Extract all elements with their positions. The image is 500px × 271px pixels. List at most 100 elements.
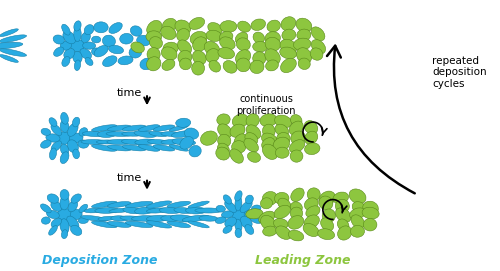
Ellipse shape (120, 33, 133, 44)
Ellipse shape (102, 56, 117, 67)
Ellipse shape (266, 60, 278, 71)
Ellipse shape (148, 140, 169, 144)
Ellipse shape (236, 32, 248, 44)
Ellipse shape (312, 40, 326, 54)
Ellipse shape (296, 48, 312, 63)
Ellipse shape (169, 145, 188, 151)
FancyArrowPatch shape (327, 46, 414, 193)
Ellipse shape (216, 205, 226, 212)
Ellipse shape (189, 17, 204, 30)
Ellipse shape (60, 219, 69, 233)
Ellipse shape (282, 29, 296, 41)
Ellipse shape (290, 188, 304, 202)
Ellipse shape (220, 31, 233, 42)
Ellipse shape (58, 208, 71, 221)
Ellipse shape (260, 198, 272, 209)
Ellipse shape (74, 60, 80, 70)
Ellipse shape (92, 36, 101, 43)
Ellipse shape (235, 196, 242, 211)
Ellipse shape (126, 201, 153, 208)
Ellipse shape (235, 228, 242, 238)
Ellipse shape (258, 211, 275, 224)
Ellipse shape (51, 124, 62, 136)
Text: Leading Zone: Leading Zone (255, 254, 350, 267)
Ellipse shape (235, 219, 242, 232)
Ellipse shape (318, 229, 334, 240)
Ellipse shape (262, 144, 278, 159)
Ellipse shape (122, 145, 146, 151)
Ellipse shape (122, 139, 144, 145)
Ellipse shape (0, 55, 18, 62)
Ellipse shape (265, 49, 280, 64)
Ellipse shape (234, 191, 242, 201)
Ellipse shape (182, 215, 210, 222)
Ellipse shape (186, 207, 206, 214)
Ellipse shape (131, 42, 144, 53)
Ellipse shape (320, 218, 334, 231)
Ellipse shape (40, 140, 51, 148)
Ellipse shape (63, 31, 76, 44)
Ellipse shape (288, 230, 304, 241)
Ellipse shape (280, 47, 296, 59)
Ellipse shape (146, 221, 172, 228)
Ellipse shape (70, 225, 82, 235)
Ellipse shape (178, 50, 192, 64)
Ellipse shape (172, 131, 196, 137)
Ellipse shape (252, 52, 266, 65)
Ellipse shape (60, 120, 69, 133)
Ellipse shape (216, 147, 230, 160)
Ellipse shape (167, 221, 190, 228)
Ellipse shape (204, 41, 220, 56)
Ellipse shape (109, 22, 122, 33)
Ellipse shape (108, 202, 131, 208)
Ellipse shape (232, 141, 246, 153)
Ellipse shape (80, 215, 108, 221)
Ellipse shape (319, 196, 333, 210)
Text: time: time (117, 88, 142, 98)
Ellipse shape (92, 221, 117, 228)
Ellipse shape (350, 225, 364, 237)
Ellipse shape (222, 211, 234, 218)
Ellipse shape (70, 39, 85, 52)
Ellipse shape (322, 209, 336, 222)
Ellipse shape (180, 137, 194, 149)
Ellipse shape (92, 145, 117, 151)
Ellipse shape (60, 41, 72, 50)
Ellipse shape (60, 112, 68, 124)
Ellipse shape (281, 17, 296, 31)
Ellipse shape (120, 216, 145, 221)
Text: time: time (117, 173, 142, 183)
Ellipse shape (71, 194, 82, 203)
Ellipse shape (81, 32, 90, 43)
Ellipse shape (72, 117, 80, 127)
Ellipse shape (84, 25, 94, 35)
Ellipse shape (72, 149, 80, 159)
Ellipse shape (162, 47, 177, 60)
Ellipse shape (180, 58, 192, 70)
Ellipse shape (132, 216, 159, 221)
Ellipse shape (188, 201, 209, 208)
Ellipse shape (209, 60, 220, 72)
Ellipse shape (251, 19, 266, 30)
Ellipse shape (108, 125, 131, 131)
Ellipse shape (175, 20, 191, 34)
Ellipse shape (85, 57, 93, 66)
Ellipse shape (134, 131, 157, 137)
Ellipse shape (150, 37, 162, 49)
Ellipse shape (146, 20, 162, 36)
Ellipse shape (118, 56, 133, 65)
Ellipse shape (106, 132, 134, 136)
Ellipse shape (46, 210, 60, 219)
Ellipse shape (240, 216, 252, 228)
Ellipse shape (245, 133, 258, 144)
Ellipse shape (140, 58, 153, 70)
Ellipse shape (54, 47, 64, 56)
Ellipse shape (291, 131, 306, 145)
Ellipse shape (169, 125, 188, 131)
Ellipse shape (336, 199, 349, 213)
Ellipse shape (262, 124, 275, 138)
Text: repeated
deposition
cycles: repeated deposition cycles (432, 56, 486, 89)
Ellipse shape (60, 144, 68, 155)
Ellipse shape (188, 221, 209, 228)
Ellipse shape (362, 207, 379, 219)
